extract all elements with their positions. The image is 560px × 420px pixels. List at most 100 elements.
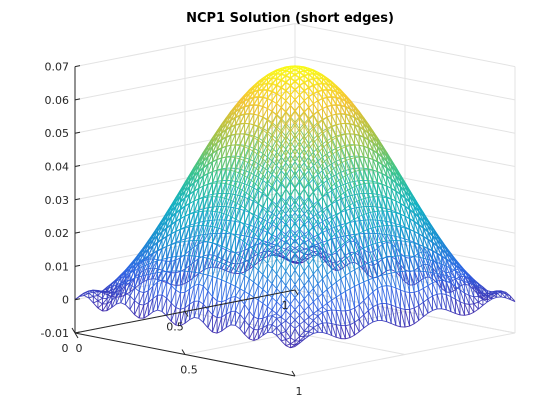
mesh-edge: [395, 175, 401, 187]
mesh-edge: [280, 86, 287, 91]
mesh-edge: [441, 274, 447, 277]
mesh-edge: [290, 141, 296, 149]
mesh-edge: [377, 220, 383, 235]
mesh-edge: [262, 82, 268, 84]
mesh-edge: [349, 220, 355, 223]
mesh-edge: [312, 138, 319, 148]
mesh-edge: [303, 201, 310, 210]
mesh-edge: [395, 259, 401, 277]
mesh-edge: [404, 216, 411, 230]
mesh-edge: [152, 260, 158, 274]
mesh-edge: [404, 215, 410, 219]
mesh-edge: [193, 210, 200, 224]
mesh-edge: [354, 234, 360, 246]
mesh-edge: [267, 97, 273, 101]
mesh-edge: [381, 173, 388, 187]
mesh-edge: [125, 268, 131, 276]
mesh-edge: [258, 150, 264, 154]
mesh-edge: [354, 124, 360, 136]
mesh-edge: [244, 104, 250, 107]
mesh-edge: [422, 227, 429, 240]
mesh-surface: [74, 65, 516, 349]
mesh-edge: [235, 207, 241, 210]
mesh-edge: [427, 248, 433, 261]
mesh-edge: [349, 108, 355, 118]
mesh-edge: [285, 168, 291, 177]
mesh-edge: [271, 147, 277, 153]
mesh-edge: [202, 207, 209, 222]
mesh-edge: [290, 237, 296, 242]
mesh-edge: [359, 155, 364, 158]
mesh-edge: [221, 145, 227, 159]
mesh-edge: [152, 268, 158, 279]
mesh-edge: [267, 143, 273, 149]
mesh-edge: [230, 181, 236, 194]
mesh-edge: [290, 94, 296, 100]
mesh-edge: [326, 79, 333, 86]
mesh-edge: [312, 84, 319, 92]
mesh-edge: [445, 275, 452, 284]
mesh-edge: [184, 250, 191, 270]
mesh-edge: [367, 206, 374, 221]
mesh-edge: [280, 74, 287, 80]
mesh-edge: [427, 259, 433, 273]
mesh-edge: [253, 243, 259, 247]
mesh-edge: [198, 175, 204, 189]
mesh-edge: [129, 264, 135, 274]
mesh-edge: [326, 89, 333, 97]
mesh-edge: [189, 276, 195, 281]
mesh-edge: [317, 243, 323, 251]
mesh-edge: [216, 127, 223, 137]
mesh-edge: [317, 251, 323, 259]
mesh-edge: [148, 261, 154, 265]
mesh-edge: [258, 114, 264, 118]
mesh-edge: [244, 196, 250, 200]
mesh-edge: [203, 184, 209, 187]
mesh-edge: [271, 100, 277, 104]
mesh-edge: [175, 195, 181, 207]
mesh-edge: [180, 197, 186, 210]
mesh-edge: [290, 161, 296, 169]
mesh-edge: [299, 128, 305, 137]
mesh-edge: [271, 85, 278, 93]
mesh-edge: [450, 267, 456, 272]
mesh-edge: [285, 67, 291, 71]
mesh-edge: [253, 124, 259, 128]
mesh-edge: [308, 204, 314, 210]
mesh-edge: [496, 292, 502, 298]
mesh-edge: [303, 100, 310, 108]
mesh-edge: [253, 89, 259, 98]
mesh-edge: [322, 254, 328, 264]
mesh-edge: [281, 73, 286, 76]
mesh-edge: [175, 218, 181, 222]
mesh-edge: [267, 108, 273, 112]
mesh-edge: [111, 296, 117, 308]
mesh-edge: [280, 87, 287, 92]
mesh-edge: [180, 226, 186, 230]
mesh-edge: [390, 178, 397, 183]
mesh-edge: [152, 241, 158, 254]
mesh-edge: [203, 163, 209, 168]
mesh-edge: [239, 145, 245, 157]
mesh-edge: [345, 145, 351, 157]
mesh-edge: [221, 260, 227, 270]
mesh-edge: [308, 73, 314, 79]
mesh-edge: [244, 172, 250, 185]
mesh-edge: [303, 183, 310, 190]
mesh-edge: [276, 130, 282, 140]
mesh-edge: [239, 96, 245, 104]
mesh-edge: [262, 143, 268, 154]
mesh-edge: [335, 214, 342, 226]
mesh-edge: [326, 150, 332, 154]
mesh-edge: [446, 280, 452, 284]
mesh-edge: [317, 212, 323, 222]
mesh-edge: [372, 169, 378, 173]
mesh-edge: [175, 201, 181, 213]
mesh-edge: [303, 86, 310, 91]
mesh-edge: [189, 200, 195, 204]
mesh-edge: [487, 297, 493, 301]
mesh-edge: [111, 284, 117, 296]
mesh-edge: [294, 77, 300, 82]
mesh-edge: [129, 270, 135, 274]
mesh-edge: [290, 232, 296, 239]
